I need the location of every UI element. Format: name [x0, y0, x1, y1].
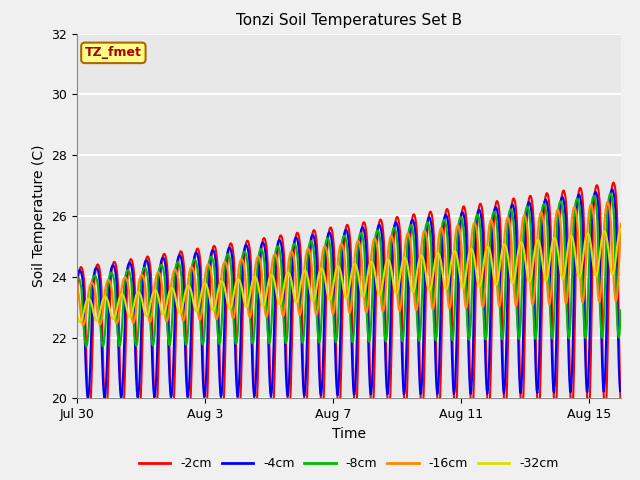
X-axis label: Time: Time — [332, 427, 366, 441]
Title: Tonzi Soil Temperatures Set B: Tonzi Soil Temperatures Set B — [236, 13, 462, 28]
Text: TZ_fmet: TZ_fmet — [85, 47, 142, 60]
Y-axis label: Soil Temperature (C): Soil Temperature (C) — [31, 145, 45, 287]
Legend: -2cm, -4cm, -8cm, -16cm, -32cm: -2cm, -4cm, -8cm, -16cm, -32cm — [134, 452, 564, 475]
